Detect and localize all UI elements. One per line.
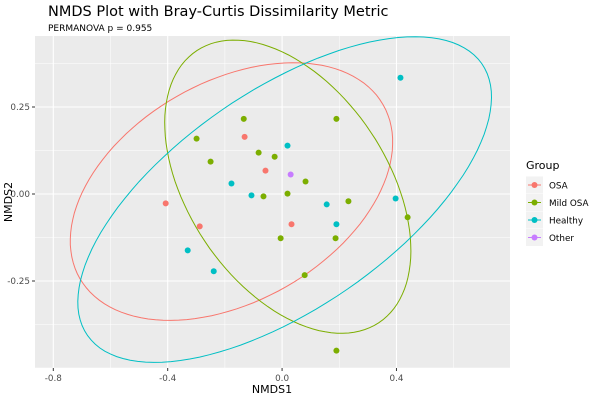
chart-title: NMDS Plot with Bray-Curtis Dissimilarity…: [48, 4, 389, 20]
point-healthy: [397, 74, 404, 81]
point-healthy: [210, 268, 217, 275]
point-mild-osa: [271, 153, 278, 160]
point-mild-osa: [277, 235, 284, 242]
point-mild-osa: [302, 178, 309, 185]
legend-label-other: Other: [549, 234, 574, 244]
legend-point-mild-osa: [531, 199, 538, 206]
legend: OSA Mild OSA Healthy Other: [526, 176, 589, 246]
point-mild-osa: [207, 158, 214, 165]
legend-label-mild-osa: Mild OSA: [549, 199, 589, 209]
point-mild-osa: [333, 115, 340, 122]
point-healthy: [333, 221, 340, 228]
point-osa: [196, 223, 203, 230]
x-tick-label: 0.0: [275, 374, 289, 384]
point-healthy: [284, 142, 291, 149]
y-axis-label: NMDS2: [2, 182, 15, 222]
point-osa: [162, 200, 169, 207]
point-mild-osa: [345, 198, 352, 205]
x-tick-label: -0.4: [159, 374, 177, 384]
legend-point-healthy: [531, 217, 538, 223]
point-healthy: [248, 192, 255, 199]
point-osa: [262, 167, 269, 174]
legend-title: Group: [526, 159, 560, 172]
y-tick-label: 0.25: [10, 103, 30, 113]
ellipse-osa: [69, 62, 394, 321]
point-mild-osa: [255, 149, 262, 156]
point-mild-osa: [260, 193, 267, 200]
point-mild-osa: [332, 235, 339, 242]
legend-label-healthy: Healthy: [549, 217, 583, 227]
x-tick-label: 0.4: [389, 374, 403, 384]
y-tick-label: -0.25: [7, 277, 30, 287]
chart-subtitle: PERMANOVA p = 0.955: [48, 24, 152, 34]
point-mild-osa: [193, 135, 200, 142]
ellipse-mild-osa: [164, 39, 412, 334]
point-osa: [288, 221, 295, 228]
x-tick-label: -0.8: [45, 374, 62, 384]
point-osa: [241, 133, 248, 140]
legend-point-osa: [531, 182, 538, 188]
plot-panel: [35, 36, 510, 368]
point-healthy: [184, 247, 191, 254]
y-tick-label: 0.00: [10, 190, 30, 200]
legend-label-osa: OSA: [549, 182, 568, 192]
point-mild-osa: [404, 214, 411, 221]
point-mild-osa: [333, 347, 340, 354]
point-healthy: [323, 201, 330, 208]
x-axis-label: NMDS1: [252, 383, 292, 396]
point-healthy: [228, 180, 235, 187]
point-mild-osa: [240, 115, 247, 122]
legend-point-other: [531, 234, 538, 241]
point-mild-osa: [284, 190, 291, 197]
point-healthy: [392, 195, 399, 202]
ellipse-healthy: [77, 36, 493, 363]
point-other: [287, 171, 294, 178]
point-mild-osa: [301, 272, 308, 279]
